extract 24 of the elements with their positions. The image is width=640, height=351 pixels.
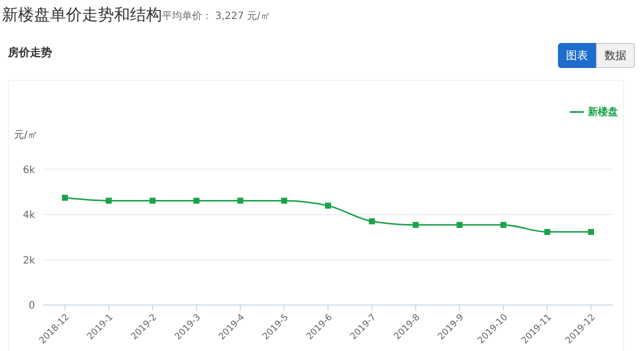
point <box>237 198 244 204</box>
point <box>281 198 288 204</box>
point <box>193 198 200 204</box>
y-tick-label: 2k <box>22 255 36 266</box>
point <box>544 228 550 235</box>
text: 数据 <box>596 43 635 68</box>
y-axis-title: 元/㎡ <box>14 129 38 142</box>
point <box>368 218 375 224</box>
y-tick-label: 4k <box>22 210 36 222</box>
point <box>588 228 594 235</box>
point <box>150 198 156 204</box>
point <box>106 198 112 204</box>
y-tick-label: 6k <box>22 164 36 176</box>
point <box>500 222 506 228</box>
point <box>456 222 463 228</box>
point <box>412 222 419 228</box>
chart-title: 新楼盘单价走势和结构 <box>2 5 162 26</box>
legend-label: 新楼盘 <box>588 107 618 118</box>
point <box>325 202 331 209</box>
point <box>62 194 68 201</box>
text: 房价走势 <box>8 45 52 60</box>
text: 图表 <box>558 43 596 68</box>
chart-subtitle: 平均单价： 3,227 元/㎡ <box>162 10 270 23</box>
y-tick-label: 0 <box>28 300 35 312</box>
